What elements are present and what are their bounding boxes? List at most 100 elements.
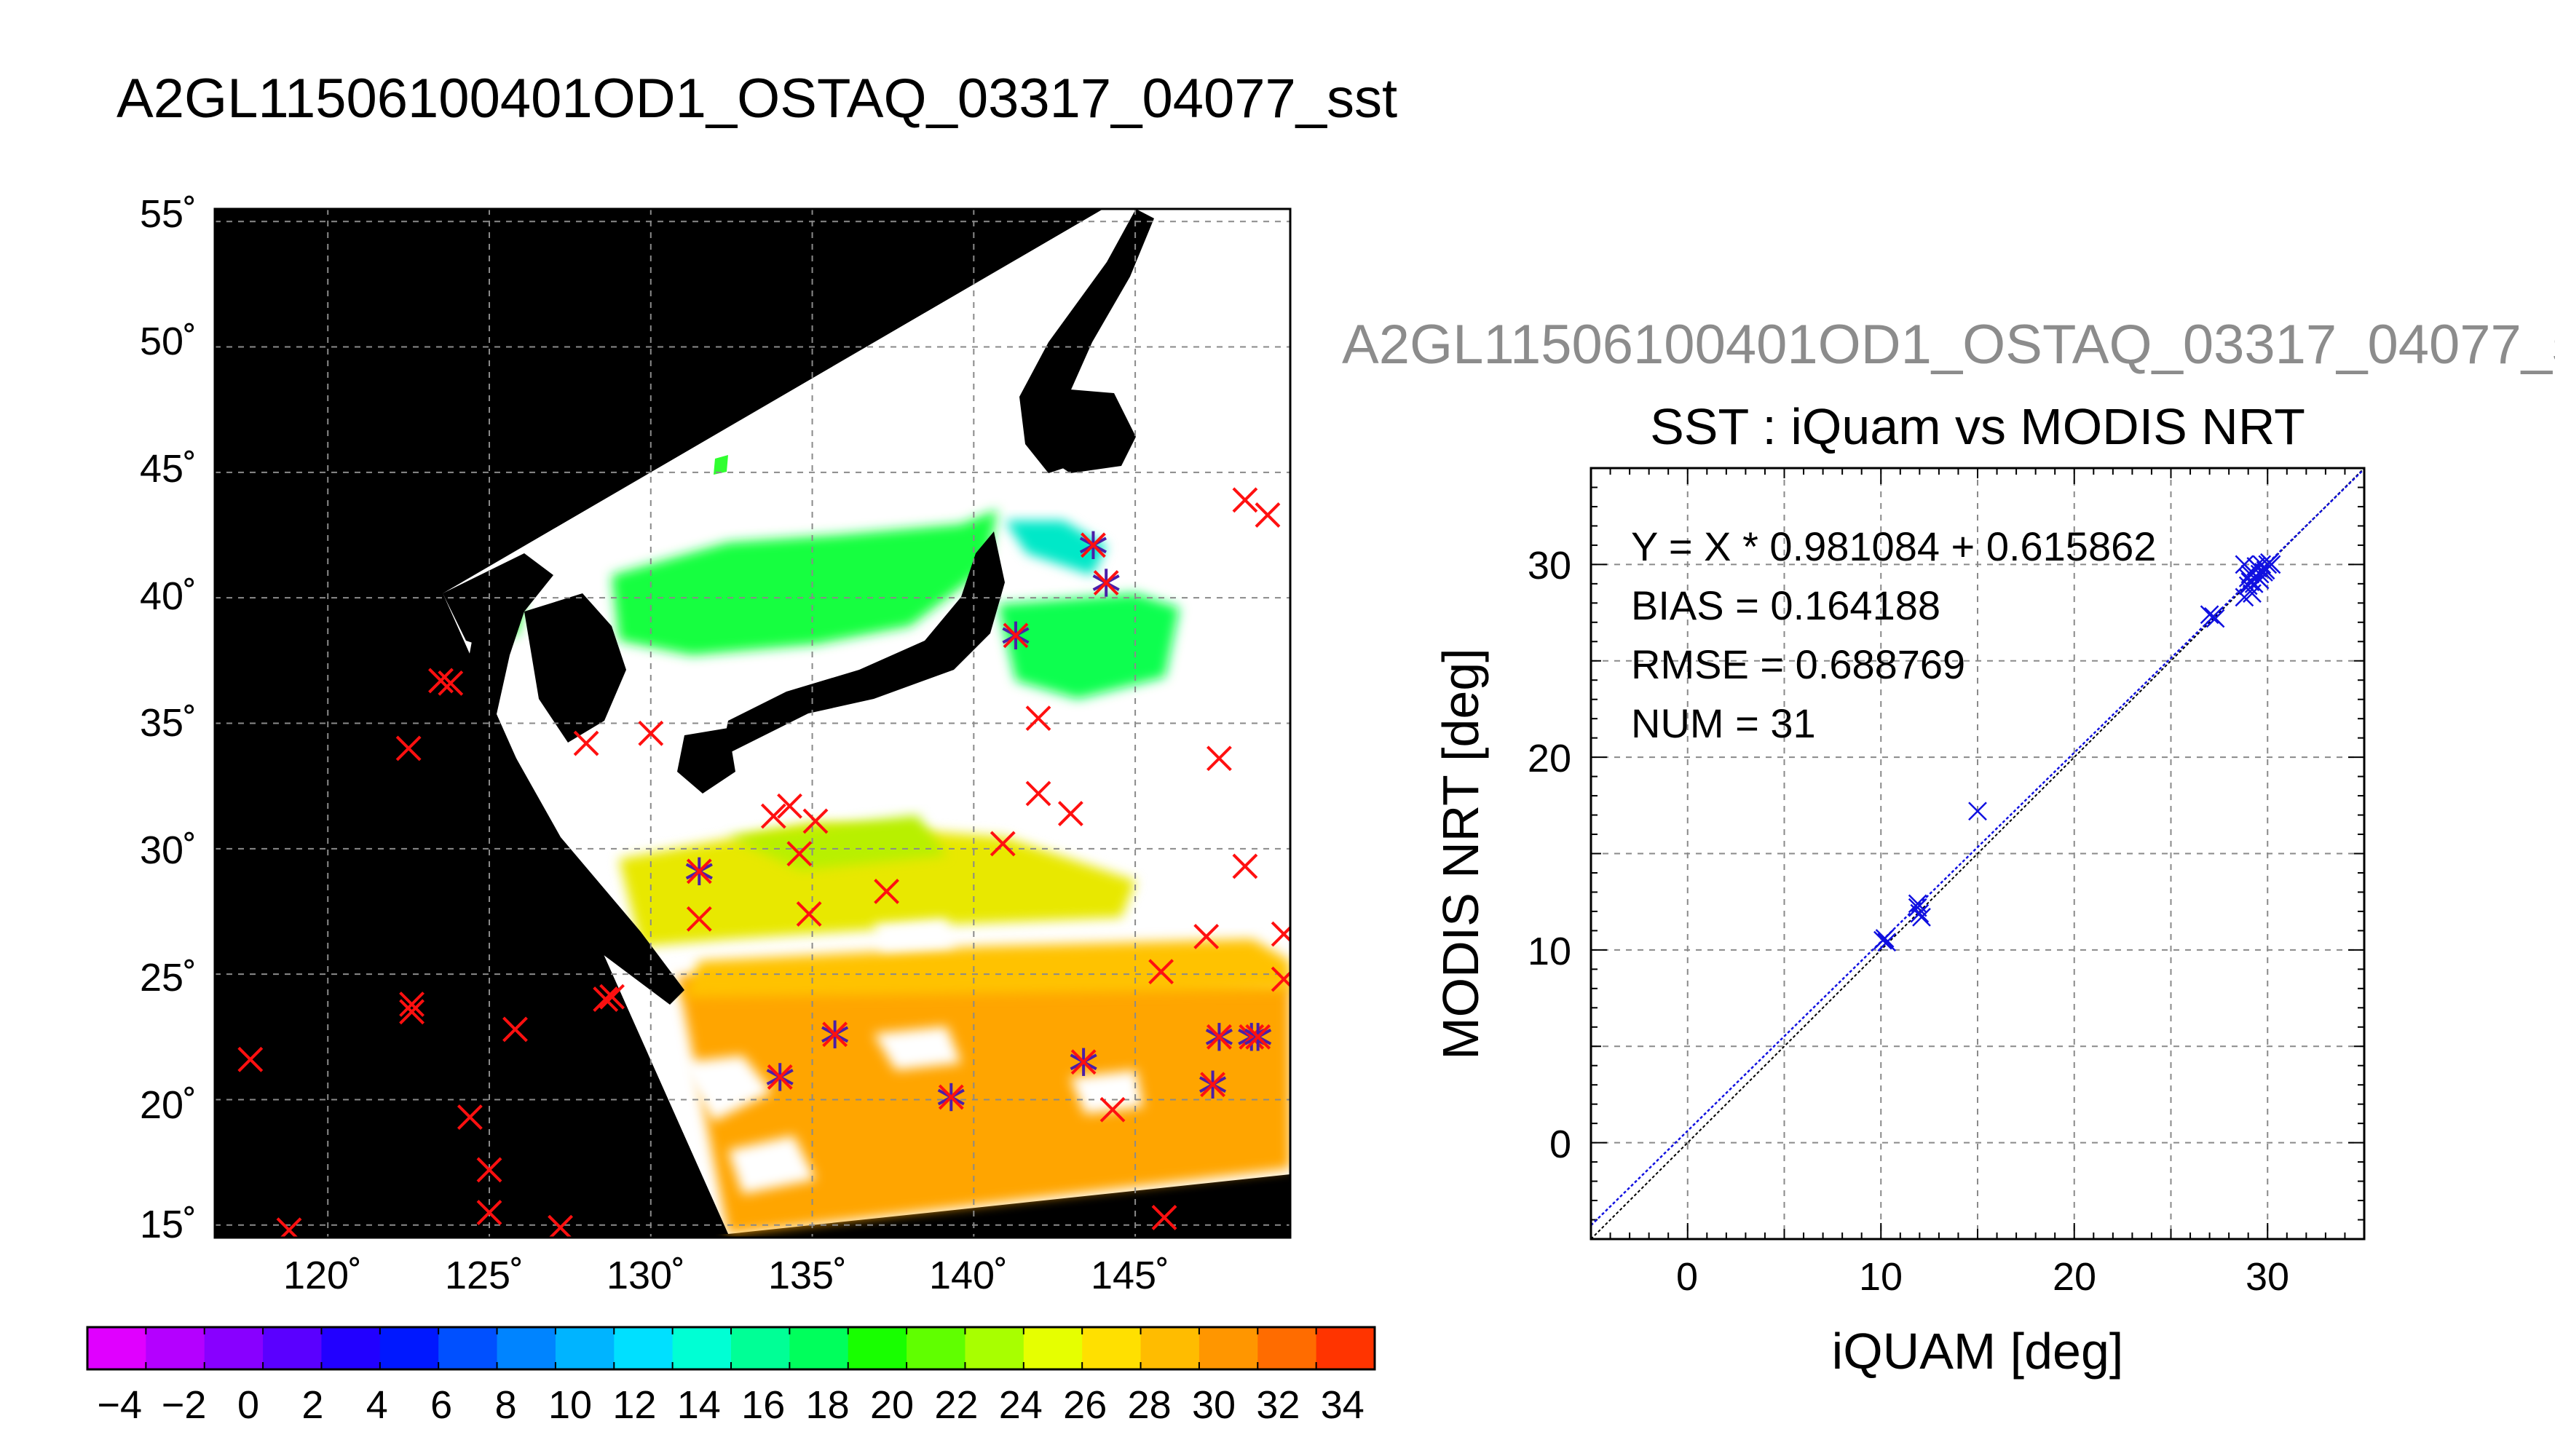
- x-tick-label: 30: [2246, 1255, 2289, 1299]
- sst-map: 55˚ 50˚ 45˚ 40˚ 35˚ 30˚ 25˚ 20˚ 15˚ 120˚…: [140, 192, 1292, 1297]
- colorbar-label: 24: [999, 1383, 1043, 1427]
- y-tick-label: 0: [1549, 1123, 1571, 1166]
- colorbar-segment: [1023, 1327, 1083, 1369]
- colorbar-segment: [87, 1327, 146, 1369]
- sst-colorbar: −4 −2 0 2 4 6 8 10 12 14 16 18 20 22 24 …: [86, 1326, 1376, 1427]
- buoy-marker: [476, 1157, 502, 1183]
- bias-stat: BIAS = 0.164188: [1631, 582, 1940, 628]
- hokkaido: [1045, 389, 1136, 473]
- buoy-marker: [821, 1020, 849, 1049]
- lon-axis-labels: 120˚ 125˚ 130˚ 135˚ 140˚ 145˚: [283, 1254, 1169, 1297]
- buoy-marker: [548, 1214, 574, 1238]
- colorbar-segment: [907, 1327, 965, 1369]
- lat-label: 55˚: [140, 192, 197, 236]
- colorbar-segment: [497, 1327, 556, 1369]
- buoy-marker: [766, 1063, 794, 1091]
- sst-japan-sea: [612, 510, 998, 655]
- lat-label: 50˚: [140, 320, 197, 363]
- sst-lime-patch: [728, 815, 947, 870]
- colorbar-label: −2: [162, 1383, 207, 1427]
- map-title: A2GL11506100401OD1_OSTAQ_03317_04077_sst: [117, 68, 1398, 130]
- colorbar-label: 22: [934, 1383, 978, 1427]
- colorbar-label: 0: [237, 1383, 259, 1427]
- buoy-markers: [237, 487, 1290, 1238]
- buoy-marker: [593, 986, 619, 1013]
- colorbar-segment: [1316, 1327, 1375, 1369]
- buoy-marker: [1002, 621, 1030, 650]
- scatter-point: [1912, 907, 1931, 927]
- buoy-marker: [1079, 531, 1107, 560]
- honshu: [721, 531, 1005, 757]
- buoy-marker: [760, 803, 786, 829]
- lon-label: 135˚: [768, 1254, 847, 1297]
- buoy-marker: [1057, 801, 1083, 826]
- colorbar-segment: [965, 1327, 1024, 1369]
- north-china-coast: [443, 553, 553, 655]
- buoy-marker: [1271, 921, 1290, 947]
- colorbar-label: 8: [495, 1383, 517, 1427]
- buoy-marker: [686, 906, 712, 932]
- buoy-marker: [395, 735, 422, 761]
- colorbar-label: 12: [612, 1383, 656, 1427]
- scatter-point: [2244, 574, 2264, 593]
- buoy-marker: [796, 901, 822, 927]
- scatter-grid: [1591, 468, 2364, 1239]
- y-tick-label: 30: [1528, 544, 1571, 587]
- colorbar-label: 10: [548, 1383, 592, 1427]
- buoy-marker: [874, 878, 899, 904]
- buoy-marker: [685, 857, 713, 886]
- buoy-marker: [1198, 1070, 1227, 1099]
- buoy-marker: [1099, 1096, 1126, 1123]
- x-tick-label: 20: [2053, 1255, 2096, 1299]
- buoy-marker: [1232, 853, 1258, 879]
- colorbar-label: 2: [301, 1383, 323, 1427]
- swath-layer: [215, 209, 1290, 1238]
- buoy-marker: [237, 1046, 264, 1072]
- kyushu: [677, 728, 735, 794]
- y-tick-label: 20: [1528, 737, 1571, 780]
- colorbar-tick-labels: −4 −2 0 2 4 6 8 10 12 14 16 18 20 22 24 …: [97, 1383, 1364, 1427]
- colorbar-label: 16: [741, 1383, 785, 1427]
- one-to-one-line: [1591, 468, 2364, 1239]
- buoy-marker: [1193, 924, 1220, 949]
- buoy-marker: [1092, 569, 1120, 597]
- colorbar-label: 32: [1256, 1383, 1300, 1427]
- colorbar-segment: [848, 1327, 907, 1369]
- colorbar-label: 20: [870, 1383, 914, 1427]
- colorbar-segment: [1198, 1327, 1258, 1369]
- buoy-marker: [1244, 1023, 1272, 1051]
- colorbar-frame: [86, 1326, 1376, 1371]
- buoy-marker: [428, 668, 454, 694]
- sst-small-patch: [714, 455, 728, 475]
- lat-label: 25˚: [140, 956, 197, 1000]
- sst-amber-band: [684, 939, 1290, 997]
- colorbar-segment: [263, 1327, 322, 1369]
- num-stat: NUM = 31: [1631, 700, 1816, 746]
- no-data-west: [215, 209, 1103, 1238]
- lon-label: 140˚: [929, 1254, 1008, 1297]
- lon-label: 120˚: [283, 1254, 362, 1297]
- colorbar-segment: [146, 1327, 205, 1369]
- buoy-marker: [502, 1016, 528, 1042]
- colorbar-segment: [438, 1327, 498, 1369]
- sst-field: [473, 455, 1290, 1234]
- scatter-point: [1908, 898, 1927, 917]
- scatter-lines: [1591, 468, 2364, 1239]
- colorbar-label: −4: [97, 1383, 142, 1427]
- y-tick-labels: 0 10 20 30: [1528, 544, 1571, 1166]
- buoy-marker: [1207, 745, 1232, 772]
- regression-equation: Y = X * 0.981084 + 0.615862: [1631, 523, 2156, 569]
- buoy-marker: [1151, 1205, 1177, 1230]
- lon-label: 130˚: [607, 1254, 685, 1297]
- map-graticule: [215, 209, 1290, 1238]
- cloud-patches: [677, 919, 1143, 1194]
- colorbar-segment: [614, 1327, 674, 1369]
- sst-yellow-band: [619, 823, 1136, 946]
- buoy-marker: [937, 1083, 965, 1112]
- colorbar-label: 28: [1128, 1383, 1172, 1427]
- scatter-title: SST : iQuam vs MODIS NRT: [1650, 398, 2305, 455]
- buoy-marker: [1025, 705, 1051, 732]
- lat-label: 30˚: [140, 828, 197, 872]
- y-axis-label: MODIS NRT [deg]: [1432, 648, 1489, 1059]
